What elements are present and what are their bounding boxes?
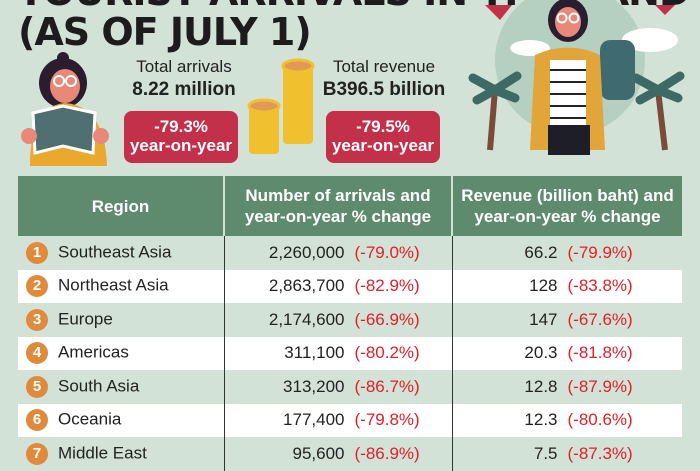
arrivals-change: (-79.0%) [354,242,420,262]
revenue-value: 147 [529,309,558,329]
traveller-illustration [468,0,685,155]
revenue-cell: 20.3 (-81.8%) [451,336,682,370]
table-row: 7 Middle East 95,600 (-86.9%) 7.5 (-87.3%) [18,437,682,471]
arrivals-change: (-79.8%) [354,410,420,430]
region-cell: 1 Southeast Asia [18,236,224,270]
total-revenue-value: B396.5 billion [322,79,446,100]
revenue-cell: 66.2 (-79.9%) [451,236,682,270]
header-arrivals: Number of arrivals and year-on-year % ch… [223,176,452,236]
woman-reading-map-illustration [21,52,109,166]
region-table: Region Number of arrivals and year-on-ye… [18,176,682,471]
arrivals-change-label: year-on-year [129,136,233,155]
table-row: 3 Europe 2,174,600 (-66.9%) 147 (-67.6%) [18,303,682,337]
revenue-value: 12.8 [524,376,558,396]
revenue-value: 66.2 [524,242,558,262]
total-arrivals-value: 8.22 million [132,79,236,100]
rank-badge: 3 [26,308,48,331]
arrivals-cell: 95,600 (-86.9%) [223,437,452,471]
table-row: 2 Northeast Asia 2,863,700 (-82.9%) 128 (-8… [18,269,682,303]
revenue-change: (-87.3%) [567,443,633,463]
revenue-change: (-81.8%) [567,343,633,363]
header-region: Region [18,176,224,236]
arrivals-value: 95,600 [292,443,345,463]
arrivals-cell: 313,200 (-86.7%) [223,370,452,404]
revenue-cell: 12.8 (-87.9%) [451,370,682,404]
coin-stacks-illustration [247,58,315,154]
region-cell: 6 Oceania [18,403,224,437]
arrivals-cell: 311,100 (-80.2%) [223,336,452,370]
region-name: Southeast Asia [58,242,172,262]
rank-badge: 2 [26,275,48,298]
arrivals-value: 177,400 [283,410,345,430]
arrivals-change: (-80.2%) [354,343,420,363]
region-name: South Asia [58,376,140,396]
table-row: 6 Oceania 177,400 (-79.8%) 12.3 (-80.6%) [18,403,682,437]
arrivals-value: 2,260,000 [268,242,345,262]
region-name: Europe [58,309,113,329]
total-revenue-label: Total revenue [332,57,436,76]
revenue-cell: 147 (-67.6%) [451,303,682,337]
revenue-change-label: year-on-year [331,136,435,155]
region-name: Americas [58,342,129,362]
rank-badge: 5 [26,375,48,398]
arrivals-cell: 2,863,700 (-82.9%) [223,269,452,303]
arrivals-change-value: -79.3% [154,117,208,136]
revenue-change-badge: -79.5% year-on-year [326,111,440,163]
region-cell: 3 Europe [18,303,224,337]
region-name: Middle East [58,443,147,463]
revenue-cell: 12.3 (-80.6%) [451,403,682,437]
region-name: Northeast Asia [58,275,169,295]
region-cell: 2 Northeast Asia [18,269,224,303]
header-revenue: Revenue (billion baht) and year-on-year … [451,176,682,236]
rank-badge: 4 [26,342,48,365]
revenue-change: (-83.8%) [567,276,633,296]
revenue-change: (-87.9%) [567,376,633,396]
total-arrivals: Total arrivals 8.22 million [128,57,240,101]
arrivals-value: 2,863,700 [268,276,345,296]
revenue-value: 7.5 [533,443,558,463]
arrivals-value: 313,200 [283,376,345,396]
arrivals-change: (-86.7%) [354,376,420,396]
revenue-cell: 7.5 (-87.3%) [451,437,682,471]
total-arrivals-label: Total arrivals [136,57,232,76]
revenue-change: (-79.9%) [567,242,633,262]
total-revenue: Total revenue B396.5 billion [320,57,448,101]
rank-badge: 1 [26,241,48,264]
arrivals-value: 2,174,600 [268,309,345,329]
region-cell: 5 South Asia [18,370,224,404]
revenue-change: (-80.6%) [567,410,633,430]
region-cell: 4 Americas [18,336,224,370]
arrivals-value: 311,100 [284,343,345,363]
revenue-value: 128 [529,276,558,296]
region-name: Oceania [58,409,122,429]
title-line-2: (AS OF JULY 1) [18,10,312,54]
arrivals-cell: 2,174,600 (-66.9%) [223,303,452,337]
region-cell: 7 Middle East [18,437,224,471]
arrivals-cell: 177,400 (-79.8%) [223,403,452,437]
table-row: 4 Americas 311,100 (-80.2%) 20.3 (-81.8%) [18,336,682,370]
revenue-value: 20.3 [524,343,558,363]
arrivals-change: (-86.9%) [354,443,420,463]
arrivals-cell: 2,260,000 (-79.0%) [223,236,452,270]
table-row: 1 Southeast Asia 2,260,000 (-79.0%) 66.2 (-… [18,236,682,270]
revenue-cell: 128 (-83.8%) [451,269,682,303]
revenue-change-value: -79.5% [356,117,410,136]
revenue-change: (-67.6%) [567,309,633,329]
arrivals-change-badge: -79.3% year-on-year [124,111,238,163]
arrivals-change: (-82.9%) [354,276,420,296]
rank-badge: 6 [26,409,48,432]
revenue-value: 12.3 [524,410,558,430]
table-row: 5 South Asia 313,200 (-86.7%) 12.8 (-87.9%) [18,370,682,404]
rank-badge: 7 [26,442,48,465]
arrivals-change: (-66.9%) [354,309,420,329]
